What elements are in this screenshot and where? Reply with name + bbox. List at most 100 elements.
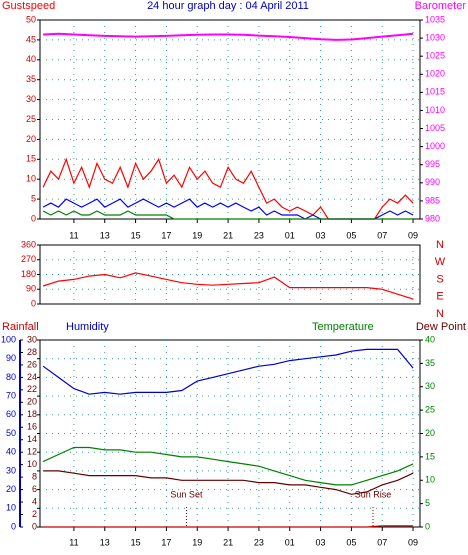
x-tick-label: 17	[161, 230, 171, 240]
series-line	[42, 348, 414, 395]
y2-tick-label: 40	[425, 334, 435, 344]
y2-tick-label: 985	[425, 195, 440, 205]
y2-tick-label: 1005	[425, 123, 445, 133]
x-tick-label: 15	[131, 537, 141, 547]
annotation: Sun Rise	[355, 489, 392, 499]
y3-tick-label: 22	[27, 384, 37, 394]
x-tick-label: 13	[100, 230, 110, 240]
x-tick-label: 01	[285, 537, 295, 547]
y-tick-label: 45	[26, 34, 36, 44]
y-tick-label: 0	[31, 298, 36, 308]
y-tick-label: 10	[26, 174, 36, 184]
legend-label: Dew Point	[416, 321, 466, 333]
x-tick-label: 09	[408, 230, 418, 240]
y3-tick-label: 16	[27, 422, 37, 432]
y2-tick-label: 1030	[425, 32, 445, 42]
y2-tick-label: 35	[425, 358, 435, 368]
x-tick-label: 05	[346, 537, 356, 547]
y-tick-label: 0	[31, 213, 36, 223]
y-tick-label: 50	[26, 14, 36, 24]
legend-label: Barometer	[415, 0, 467, 12]
series-line	[43, 32, 414, 41]
legend-label: Gustspeed	[2, 0, 55, 12]
x-tick-label: 19	[192, 230, 202, 240]
x-tick-label: 11	[69, 230, 78, 240]
y2-tick-label: 25	[425, 405, 435, 415]
x-tick-label: 23	[254, 230, 264, 240]
y2-tick-label: 995	[425, 159, 440, 169]
y-tick-label: 90	[26, 284, 36, 294]
y-tick-label: 40	[26, 54, 36, 64]
y-tick-label: 35	[26, 74, 36, 84]
series-line	[42, 272, 414, 300]
y2-tick-label: 1010	[425, 105, 445, 115]
y3-tick-label: 2	[32, 509, 37, 519]
y-tick-label: 0	[11, 521, 16, 531]
direction-label: S	[436, 273, 443, 285]
legend-label: Temperature	[312, 321, 374, 333]
y2-tick-label: 20	[425, 428, 435, 438]
x-tick-label: 05	[346, 230, 356, 240]
y-tick-label: 30	[26, 94, 36, 104]
y-tick-label: 270	[21, 254, 36, 264]
y3-tick-label: 6	[32, 484, 37, 494]
direction-label: N	[436, 239, 444, 251]
y-tick-label: 100	[1, 334, 16, 344]
y3-tick-label: 30	[27, 334, 37, 344]
direction-label: N	[436, 308, 444, 320]
y3-tick-label: 28	[27, 347, 37, 357]
x-tick-label: 21	[223, 230, 233, 240]
y2-tick-label: 0	[425, 521, 430, 531]
series-line	[42, 446, 414, 486]
y3-tick-label: 26	[27, 359, 37, 369]
y-tick-label: 5	[31, 193, 36, 203]
y3-tick-label: 20	[27, 397, 37, 407]
y3-tick-label: 14	[27, 434, 37, 444]
y2-tick-label: 1000	[425, 141, 445, 151]
x-tick-label: 01	[285, 230, 295, 240]
y-tick-label: 15	[26, 154, 36, 164]
x-tick-label: 21	[223, 537, 233, 547]
legend-label: Humidity	[66, 321, 109, 333]
annotation: Sun Set	[170, 489, 203, 499]
y-tick-label: 20	[6, 484, 16, 494]
x-tick-label: 15	[131, 230, 141, 240]
y3-tick-label: 18	[27, 409, 37, 419]
y2-tick-label: 30	[425, 381, 435, 391]
x-tick-label: 09	[408, 537, 418, 547]
y-tick-label: 30	[6, 465, 16, 475]
x-tick-label: 03	[316, 230, 326, 240]
x-tick-label: 23	[254, 537, 264, 547]
y2-tick-label: 15	[425, 451, 435, 461]
y3-tick-label: 24	[27, 372, 37, 382]
y2-tick-label: 1025	[425, 51, 445, 61]
direction-label: W	[435, 256, 446, 268]
y3-tick-label: 10	[27, 459, 37, 469]
y2-tick-label: 980	[425, 213, 440, 223]
x-tick-label: 19	[192, 537, 202, 547]
x-tick-label: 17	[161, 537, 171, 547]
x-tick-label: 07	[377, 537, 387, 547]
y2-tick-label: 1020	[425, 69, 445, 79]
y2-tick-label: 990	[425, 177, 440, 187]
y3-tick-label: 0	[32, 521, 37, 531]
series-line	[42, 210, 414, 220]
series-line	[43, 470, 414, 495]
series-line	[43, 525, 414, 528]
y-tick-label: 80	[6, 372, 16, 382]
y3-tick-label: 8	[32, 472, 37, 482]
y-tick-label: 50	[6, 428, 16, 438]
y2-tick-label: 1035	[425, 14, 445, 24]
y-tick-label: 60	[6, 409, 16, 419]
x-tick-label: 07	[377, 230, 387, 240]
y-tick-label: 40	[6, 447, 16, 457]
y3-tick-label: 12	[27, 447, 37, 457]
chart-title: 24 hour graph day : 04 April 2011	[147, 0, 309, 12]
y2-tick-label: 5	[425, 498, 430, 508]
y-tick-label: 10	[6, 503, 16, 513]
y2-tick-label: 1015	[425, 87, 445, 97]
y-tick-label: 20	[26, 134, 36, 144]
x-tick-label: 03	[316, 537, 326, 547]
